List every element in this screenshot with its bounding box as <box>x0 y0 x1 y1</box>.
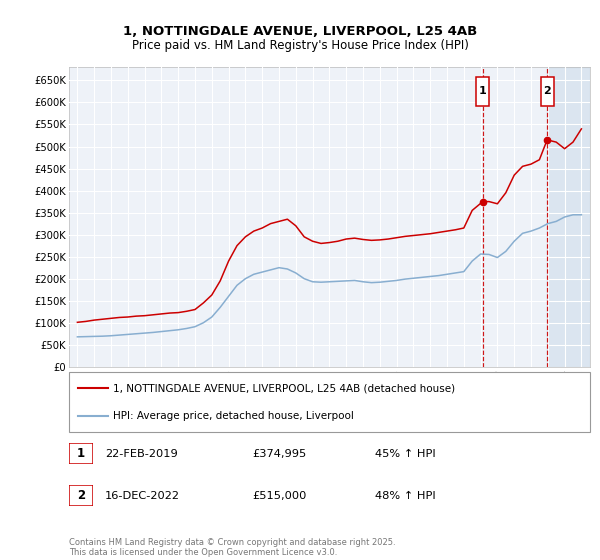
Text: Contains HM Land Registry data © Crown copyright and database right 2025.
This d: Contains HM Land Registry data © Crown c… <box>69 538 395 557</box>
Text: HPI: Average price, detached house, Liverpool: HPI: Average price, detached house, Live… <box>113 411 354 421</box>
FancyBboxPatch shape <box>541 77 554 105</box>
Bar <box>547 67 590 367</box>
Text: 2: 2 <box>77 489 85 502</box>
Text: 1, NOTTINGDALE AVENUE, LIVERPOOL, L25 4AB: 1, NOTTINGDALE AVENUE, LIVERPOOL, L25 4A… <box>123 25 477 38</box>
FancyBboxPatch shape <box>69 443 93 464</box>
Text: 45% ↑ HPI: 45% ↑ HPI <box>375 449 436 459</box>
Text: 2: 2 <box>543 86 551 96</box>
Text: 22-FEB-2019: 22-FEB-2019 <box>105 449 178 459</box>
Text: 48% ↑ HPI: 48% ↑ HPI <box>375 491 436 501</box>
Text: Price paid vs. HM Land Registry's House Price Index (HPI): Price paid vs. HM Land Registry's House … <box>131 39 469 52</box>
Text: £515,000: £515,000 <box>252 491 307 501</box>
FancyBboxPatch shape <box>476 77 489 105</box>
FancyBboxPatch shape <box>69 485 93 506</box>
Text: 1: 1 <box>479 86 487 96</box>
Text: 1, NOTTINGDALE AVENUE, LIVERPOOL, L25 4AB (detached house): 1, NOTTINGDALE AVENUE, LIVERPOOL, L25 4A… <box>113 383 455 393</box>
Text: 1: 1 <box>77 447 85 460</box>
Text: 16-DEC-2022: 16-DEC-2022 <box>105 491 180 501</box>
Text: £374,995: £374,995 <box>252 449 306 459</box>
FancyBboxPatch shape <box>69 372 590 432</box>
